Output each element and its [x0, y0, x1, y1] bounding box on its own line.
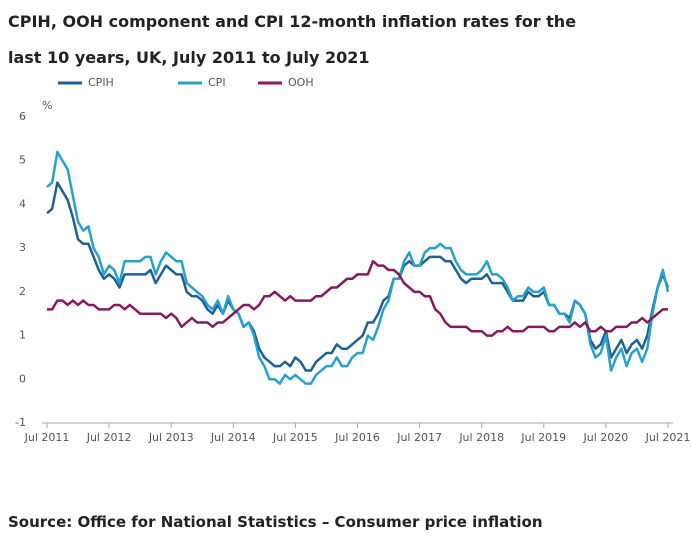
x-tick-label: Jul 2021: [645, 431, 691, 444]
legend-label: CPIH: [88, 76, 114, 89]
line-series: [46, 150, 670, 385]
legend-label: OOH: [288, 76, 314, 89]
line-series: [47, 260, 668, 337]
y-tick-label: -1: [15, 416, 26, 429]
source: Source: Office for National Statistics –…: [8, 513, 543, 531]
y-axis-label: %: [42, 99, 52, 112]
y-tick-label: 4: [19, 197, 26, 210]
y-tick-label: 5: [19, 154, 26, 167]
x-tick-label: Jul 2011: [24, 431, 70, 444]
y-tick-label: 1: [19, 329, 26, 342]
x-tick-label: Jul 2020: [583, 431, 629, 444]
chart-title: CPIH, OOH component and CPI 12-month inf…: [8, 12, 577, 67]
x-tick-label: Jul 2012: [86, 431, 132, 444]
x-tick-label: Jul 2018: [458, 431, 504, 444]
legend-label: CPI: [208, 76, 226, 89]
y-tick-label: 3: [19, 241, 26, 254]
line-series: [46, 181, 670, 372]
x-tick-label: Jul 2014: [210, 431, 256, 444]
y-tick-label: 6: [19, 110, 26, 123]
x-tick-label: Jul 2017: [396, 431, 442, 444]
x-tick-label: Jul 2019: [520, 431, 566, 444]
y-tick-label: 0: [19, 372, 26, 385]
y-tick-label: 2: [19, 285, 26, 298]
x-tick-label: Jul 2016: [334, 431, 380, 444]
x-tick-label: Jul 2013: [148, 431, 194, 444]
x-tick-label: Jul 2015: [272, 431, 318, 444]
